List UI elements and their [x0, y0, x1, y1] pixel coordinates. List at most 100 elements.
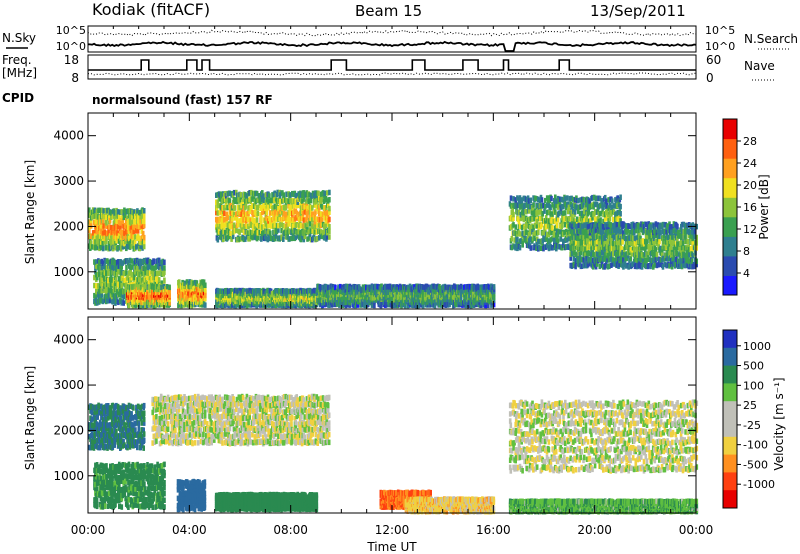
power-echo-cell	[116, 245, 120, 251]
power-echo-cell	[216, 199, 220, 205]
power-echo-cell	[375, 291, 378, 298]
power-echo-cell	[514, 245, 517, 251]
power-echo-cell	[227, 227, 231, 234]
power-echo-cell	[91, 244, 94, 250]
power-echo-cell	[328, 216, 331, 223]
power-echo-cell	[262, 193, 265, 199]
power-echo-cell	[523, 230, 526, 236]
power-echo-cell	[236, 221, 240, 228]
power-echo-cell	[278, 192, 282, 198]
power-echo-cell	[366, 284, 370, 291]
power-echo-cell	[235, 189, 238, 196]
power-echo-cell	[553, 229, 556, 235]
power-echo-cell	[267, 222, 270, 229]
power-echo-cell	[551, 225, 554, 231]
power-echo-cell	[250, 189, 253, 196]
power-echo-cell	[98, 298, 102, 304]
power-echo-cell	[564, 215, 568, 222]
power-echo-cell	[512, 215, 515, 222]
power-echo-cell	[326, 234, 329, 240]
power-echo-cell	[89, 233, 93, 240]
power-echo-cell	[541, 238, 544, 244]
power-echo-cell	[215, 209, 218, 216]
power-echo-cell	[142, 243, 146, 250]
power-echo-cell	[570, 244, 574, 251]
power-echo-cell	[88, 207, 91, 213]
power-echo-cell	[575, 257, 579, 263]
power-echo-cell	[562, 238, 565, 245]
power-echo-cell	[101, 298, 105, 305]
power-echo-cell	[433, 302, 437, 309]
power-echo-cell	[563, 221, 567, 228]
power-echo-cell	[216, 202, 220, 209]
power-echo-cell	[594, 201, 597, 208]
cpid-text: normalsound (fast) 157 RF	[92, 93, 273, 107]
power-echo-cell	[544, 215, 548, 221]
power-echo-cell	[325, 301, 328, 307]
power-echo-cell	[619, 211, 622, 217]
beam-label: Beam 15	[355, 2, 422, 20]
power-echo-cell	[159, 259, 163, 266]
power-echo-cell	[266, 236, 270, 243]
power-echo-cell	[119, 229, 123, 235]
power-echo-cell	[523, 202, 526, 209]
power-echo-cell	[533, 216, 537, 222]
power-echo-cell	[254, 220, 258, 227]
power-echo-cell	[575, 204, 579, 211]
power-echo-cell	[103, 264, 106, 270]
nsearch-tick-bottom: 10^0	[705, 40, 735, 53]
power-echo-cell	[547, 238, 550, 245]
power-echo-cell	[550, 195, 553, 202]
power-echo-cell	[98, 283, 102, 289]
power-echo-cell	[117, 214, 121, 220]
power-echo-cell	[562, 210, 565, 216]
power-echo-cell	[107, 230, 110, 237]
power-echo-cell	[105, 212, 108, 219]
power-echo-cell	[194, 288, 197, 295]
power-echo-cell	[356, 302, 360, 308]
freq-unit: [MHz]	[2, 66, 37, 80]
power-echo-cell	[551, 211, 554, 217]
power-echo-cell	[117, 268, 120, 275]
power-echo-cell	[142, 213, 146, 219]
power-echo-cell	[605, 208, 609, 215]
plot-title: Kodiak (fitACF)	[92, 0, 210, 19]
power-echo-cell	[569, 235, 572, 242]
power-echo-cell	[97, 293, 101, 300]
power-echo-cell	[576, 235, 580, 241]
power-echo-cell	[125, 238, 128, 244]
power-echo-cell	[253, 202, 257, 208]
power-echo-cell	[477, 289, 480, 296]
power-echo-cell	[265, 209, 269, 215]
power-echo-cell	[195, 280, 199, 286]
power-echo-cell	[251, 234, 254, 241]
power-echo-cell	[153, 258, 156, 265]
power-echo-cell	[311, 205, 314, 211]
power-echo-cell	[317, 210, 321, 217]
freq-tick-top: 18	[64, 53, 79, 67]
power-echo-cell	[524, 221, 528, 228]
power-echo-cell	[265, 197, 269, 203]
power-echo-cell	[133, 209, 136, 215]
power-echo-cell	[320, 196, 324, 203]
power-echo-cell	[216, 237, 220, 243]
power-echo-cell	[118, 209, 122, 215]
power-echo-cell	[252, 217, 255, 224]
power-echo-cell	[278, 215, 281, 222]
noise-panel-frame	[87, 25, 697, 53]
power-echo-cell	[319, 229, 323, 235]
power-echo-cell	[218, 223, 222, 230]
power-echo-cell	[487, 302, 490, 308]
power-echo-cell	[222, 223, 226, 229]
power-echo-cell	[299, 236, 303, 243]
power-echo-cell	[533, 230, 537, 236]
power-echo-cell	[582, 234, 585, 240]
power-echo-cell	[284, 205, 288, 211]
power-echo-cell	[274, 233, 278, 239]
power-echo-cell	[577, 222, 581, 229]
power-echo-cell	[524, 209, 528, 215]
power-echo-cell	[244, 211, 248, 218]
power-echo-cell	[555, 232, 558, 238]
power-echo-cell	[232, 211, 236, 218]
power-echo-cell	[258, 193, 261, 199]
